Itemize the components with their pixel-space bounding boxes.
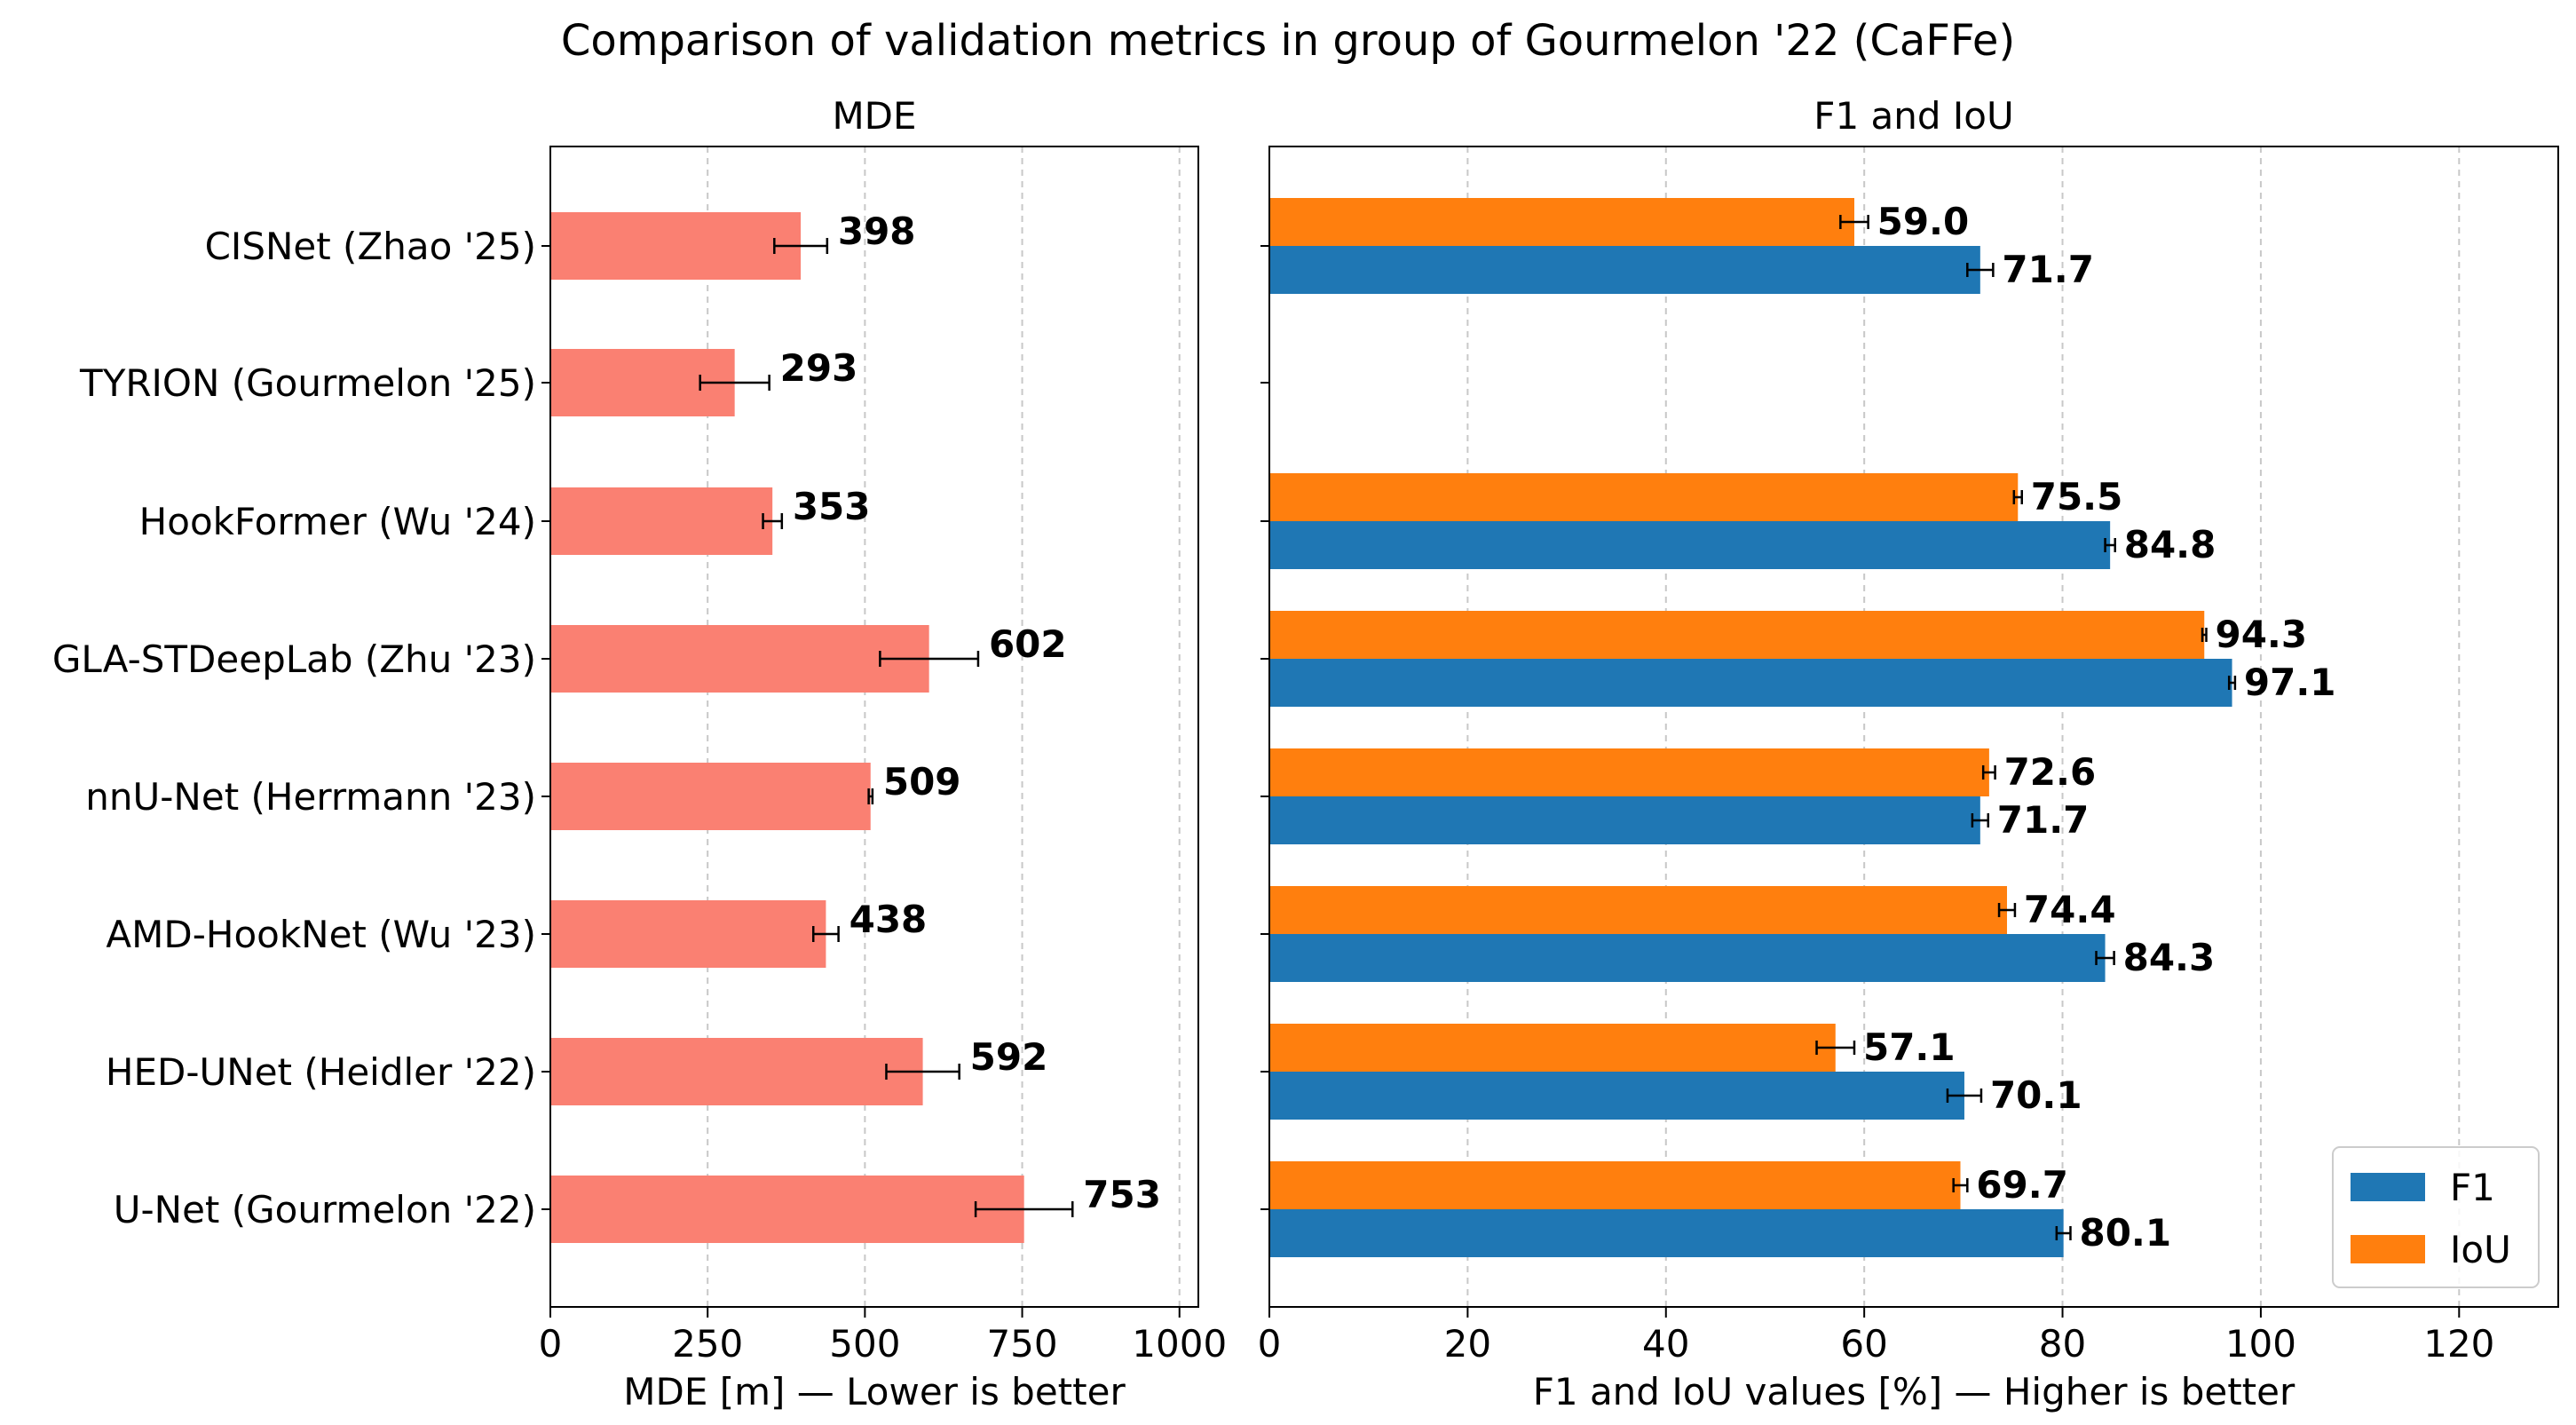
mde-value-label: 509 (883, 760, 961, 804)
category-label: HookFormer (Wu '24) (139, 500, 536, 543)
iou-value-label: 59.0 (1877, 200, 1970, 243)
mde-value-label: 602 (989, 622, 1067, 666)
f1-iou-xtick-label: 0 (1258, 1322, 1282, 1366)
iou-bar (1269, 748, 1989, 796)
f1-bar (1269, 521, 2111, 569)
mde-bar (550, 212, 802, 280)
f1-bar (1269, 1072, 1964, 1120)
category-label: AMD-HookNet (Wu '23) (106, 913, 536, 956)
f1-iou-x-axis-label: F1 and IoU values [%] — Higher is better (1533, 1370, 2295, 1413)
iou-value-label: 74.4 (2024, 888, 2116, 931)
iou-value-label: 57.1 (1863, 1025, 1956, 1069)
iou-bar (1269, 1024, 1836, 1072)
mde-value-label: 353 (793, 485, 871, 528)
iou-value-label: 94.3 (2215, 613, 2307, 656)
category-label: TYRION (Gourmelon '25) (79, 361, 536, 405)
iou-value-label: 69.7 (1976, 1163, 2068, 1207)
legend-swatch-f1 (2351, 1173, 2425, 1201)
f1-iou-xtick-label: 40 (1642, 1322, 1689, 1366)
f1-bar (1269, 934, 2106, 982)
mde-x-axis-label: MDE [m] — Lower is better (623, 1370, 1126, 1413)
mde-value-label: 753 (1083, 1173, 1161, 1216)
f1-value-label: 70.1 (1990, 1073, 2082, 1117)
mde-axes: 0 250 500 750 1000 CISNet (Zhao '25) TYRION (G… (52, 94, 1227, 1413)
f1-iou-xtick-label: 100 (2225, 1322, 2296, 1366)
legend: F1 IoU (2332, 1146, 2540, 1288)
f1-bar (1269, 796, 1980, 844)
f1-iou-xtick-label: 20 (1444, 1322, 1491, 1366)
iou-bar (1269, 611, 2205, 659)
mde-axes-title: MDE (832, 94, 916, 138)
category-label: U-Net (Gourmelon '22) (114, 1188, 536, 1231)
mde-xtick-label: 500 (829, 1322, 900, 1366)
mde-xtick-label: 750 (986, 1322, 1057, 1366)
iou-value-label: 72.6 (2004, 750, 2097, 794)
mde-bar (550, 487, 773, 555)
f1-value-label: 84.3 (2123, 936, 2216, 979)
mde-value-label: 398 (838, 210, 916, 253)
iou-bar (1269, 886, 2007, 934)
f1-iou-axes: 0 20 40 60 80 100 120 71.7 84.8 97.1 71.7 84.3 70.1 8… (1258, 94, 2559, 1413)
legend-swatch-iou (2351, 1235, 2425, 1263)
mde-value-label: 592 (970, 1035, 1048, 1079)
f1-bar (1269, 659, 2232, 707)
legend-label-f1: F1 (2450, 1166, 2495, 1209)
iou-bar (1269, 198, 1854, 246)
legend-label-iou: IoU (2450, 1228, 2511, 1271)
iou-value-label: 75.5 (2031, 475, 2123, 519)
f1-value-label: 97.1 (2244, 661, 2336, 704)
f1-value-label: 71.7 (1997, 798, 2090, 842)
category-label: nnU-Net (Herrmann '23) (85, 775, 536, 819)
f1-value-label: 84.8 (2124, 523, 2216, 566)
mde-bar (550, 900, 826, 968)
f1-value-label: 80.1 (2079, 1211, 2171, 1255)
mde-bar (550, 1176, 1024, 1243)
category-label: HED-UNet (Heidler '22) (106, 1050, 536, 1094)
mde-axes-frame (549, 146, 1199, 1308)
f1-iou-axes-title: F1 and IoU (1813, 94, 2013, 138)
iou-bar (1269, 1161, 1961, 1209)
f1-bar (1269, 246, 1980, 294)
mde-xtick-label: 1000 (1132, 1322, 1227, 1366)
f1-iou-xtick-label: 120 (2423, 1322, 2494, 1366)
mde-bar (550, 763, 871, 830)
mde-bar (550, 625, 929, 693)
mde-xtick-label: 0 (539, 1322, 563, 1366)
f1-iou-xtick-label: 80 (2039, 1322, 2086, 1366)
mde-bar (550, 1038, 923, 1105)
f1-iou-axes-frame (1268, 146, 2559, 1308)
iou-bar (1269, 473, 2019, 521)
category-label: GLA-STDeepLab (Zhu '23) (52, 637, 536, 681)
mde-xtick-label: 250 (672, 1322, 743, 1366)
f1-iou-xtick-label: 60 (1840, 1322, 1887, 1366)
f1-bar (1269, 1209, 2064, 1257)
mde-value-label: 293 (780, 346, 858, 390)
category-label: CISNet (Zhao '25) (205, 225, 536, 268)
mde-value-label: 438 (849, 898, 928, 941)
figure-title: Comparison of validation metrics in grou… (561, 16, 2015, 66)
f1-value-label: 71.7 (2002, 248, 2094, 291)
